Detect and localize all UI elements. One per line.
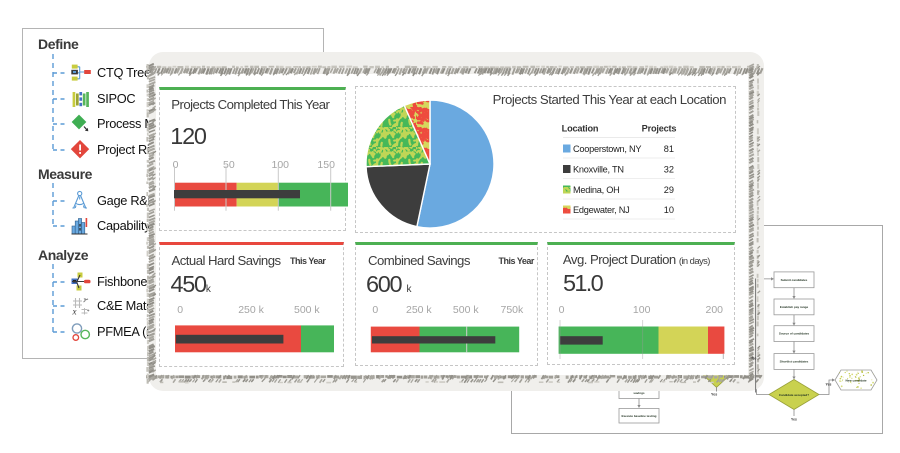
svg-text:savings: savings bbox=[633, 391, 645, 395]
svg-text:Medina, OH: Medina, OH bbox=[573, 185, 620, 195]
svg-text:SIPOC: SIPOC bbox=[97, 91, 135, 106]
svg-text:C&E Matrix: C&E Matrix bbox=[97, 298, 160, 313]
svg-text:x: x bbox=[72, 307, 77, 317]
svg-text:No: No bbox=[752, 357, 758, 361]
svg-text:Execute baseline testing: Execute baseline testing bbox=[621, 414, 656, 418]
svg-text:Yes: Yes bbox=[711, 393, 717, 397]
svg-text:Candidate accepted?: Candidate accepted? bbox=[779, 393, 809, 397]
svg-text:Project Risk: Project Risk bbox=[97, 142, 163, 157]
svg-text:10: 10 bbox=[664, 205, 674, 215]
svg-text:Cooperstown, NY: Cooperstown, NY bbox=[573, 144, 641, 154]
svg-text:Yes: Yes bbox=[791, 418, 797, 422]
svg-text:Source of candidates: Source of candidates bbox=[779, 332, 810, 336]
svg-text:CTQ Tree: CTQ Tree bbox=[97, 65, 151, 80]
svg-text:Location: Location bbox=[562, 124, 599, 134]
svg-text:Establish pay range: Establish pay range bbox=[780, 305, 809, 309]
svg-text:29: 29 bbox=[664, 185, 674, 195]
svg-text:Capability: Capability bbox=[97, 218, 151, 233]
svg-text:32: 32 bbox=[664, 164, 674, 174]
svg-text:Define: Define bbox=[38, 36, 79, 52]
svg-text:Projects: Projects bbox=[642, 124, 677, 134]
svg-text:Analyze: Analyze bbox=[38, 247, 89, 263]
svg-text:Measure: Measure bbox=[38, 166, 93, 182]
svg-text:Shortlist candidates: Shortlist candidates bbox=[780, 360, 809, 364]
svg-text:New candidate: New candidate bbox=[845, 378, 866, 382]
svg-text:Fishbone: Fishbone bbox=[97, 274, 147, 289]
svg-text:Gage R&R: Gage R&R bbox=[97, 193, 157, 208]
svg-text:Yes: Yes bbox=[826, 383, 832, 387]
svg-text:Submit candidates: Submit candidates bbox=[781, 278, 808, 282]
svg-text:Edgewater, NJ: Edgewater, NJ bbox=[573, 205, 630, 215]
svg-text:81: 81 bbox=[664, 144, 674, 154]
svg-text:Knoxville, TN: Knoxville, TN bbox=[573, 164, 624, 174]
